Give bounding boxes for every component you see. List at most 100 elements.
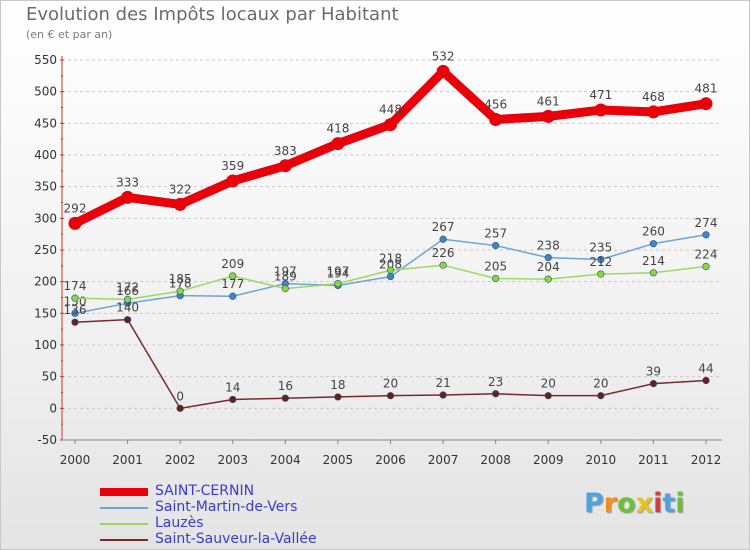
data-label: 383 — [274, 144, 297, 158]
chart-title: Evolution des Impôts locaux par Habitant — [26, 4, 399, 25]
data-point — [176, 404, 184, 412]
data-label: 471 — [589, 88, 612, 102]
x-tick-label: 2004 — [270, 453, 301, 467]
data-label: 177 — [221, 277, 244, 291]
legend-label: Saint-Martin-de-Vers — [155, 499, 298, 515]
data-label: 235 — [589, 241, 612, 255]
legend-label: Saint-Sauveur-la-Vallée — [155, 531, 317, 547]
data-point — [544, 392, 552, 400]
x-tick-label: 2002 — [165, 453, 196, 467]
data-label: 238 — [537, 239, 560, 253]
data-point — [439, 261, 447, 269]
x-tick-label: 2007 — [428, 453, 459, 467]
data-point — [544, 254, 552, 262]
data-label: 136 — [64, 303, 87, 317]
data-label: 532 — [432, 49, 455, 63]
x-tick-label: 2006 — [375, 453, 406, 467]
y-tick-label: 50 — [42, 370, 57, 384]
legend-swatch — [100, 523, 148, 525]
data-point — [544, 275, 552, 283]
data-label: 212 — [589, 255, 612, 269]
data-label: 39 — [646, 365, 661, 379]
x-tick-label: 2008 — [480, 453, 511, 467]
data-label: 44 — [698, 361, 713, 375]
y-tick-label: 300 — [34, 211, 57, 225]
data-label: 18 — [330, 378, 345, 392]
data-label: 218 — [379, 251, 402, 265]
data-label: 208 — [379, 258, 402, 272]
legend-swatch — [100, 507, 148, 509]
data-point — [334, 279, 342, 288]
data-label: 418 — [326, 122, 349, 136]
data-label: 21 — [435, 376, 450, 390]
data-label: 197 — [326, 265, 349, 279]
data-label: 274 — [695, 216, 718, 230]
data-label: 226 — [432, 246, 455, 260]
data-point — [281, 285, 289, 293]
data-label: 267 — [432, 220, 455, 234]
x-tick-label: 2012 — [691, 453, 722, 467]
data-point — [594, 103, 608, 117]
y-tick-label: 0 — [49, 401, 57, 415]
data-point — [71, 318, 79, 326]
x-tick-label: 2009 — [533, 453, 564, 467]
data-point — [173, 197, 187, 211]
data-point — [71, 309, 79, 317]
data-point — [386, 392, 395, 400]
data-point — [334, 393, 342, 401]
legend-swatch — [100, 539, 148, 541]
logo-letter: i — [675, 488, 685, 519]
data-point — [541, 109, 555, 123]
data-point — [489, 113, 503, 127]
proxiti-logo: Proxiti — [584, 488, 685, 519]
data-point — [439, 235, 447, 243]
data-point — [278, 159, 292, 173]
data-point — [123, 295, 132, 304]
data-label: 260 — [642, 225, 665, 239]
data-point — [123, 316, 132, 324]
data-label: 468 — [642, 90, 665, 104]
logo-letter: x — [635, 488, 654, 519]
data-label: 178 — [169, 277, 192, 291]
data-point — [439, 391, 447, 399]
data-point — [281, 394, 289, 402]
data-point — [229, 292, 237, 300]
y-tick-label: 350 — [34, 180, 57, 194]
data-label: 172 — [116, 280, 139, 294]
logo-letter: t — [662, 488, 676, 519]
data-point — [702, 376, 710, 385]
x-tick-label: 2005 — [323, 453, 354, 467]
data-label: 20 — [383, 377, 398, 391]
data-point — [71, 294, 79, 302]
data-point — [229, 395, 237, 404]
data-label: 461 — [537, 94, 560, 108]
data-label: 194 — [326, 266, 349, 280]
data-label: 0 — [176, 389, 184, 403]
y-tick-label: -50 — [37, 433, 57, 447]
x-tick-label: 2011 — [638, 453, 669, 467]
data-point — [436, 64, 450, 78]
y-tick-label: 150 — [34, 306, 57, 320]
y-tick-label: 200 — [34, 275, 57, 289]
data-point — [597, 270, 605, 278]
x-tick-label: 2010 — [586, 453, 617, 467]
data-label: 20 — [541, 377, 556, 391]
data-label: 214 — [642, 254, 665, 268]
data-label: 205 — [484, 260, 507, 274]
data-point — [386, 273, 395, 281]
legend-swatch — [100, 488, 148, 496]
legend-label: Lauzès — [155, 515, 204, 531]
legend-label: SAINT-CERNIN — [155, 483, 255, 499]
data-point — [492, 274, 500, 283]
logo-letter: i — [653, 488, 663, 519]
data-point — [649, 380, 658, 388]
data-label: 174 — [64, 279, 87, 293]
data-point — [597, 392, 605, 400]
data-label: 224 — [695, 247, 718, 261]
data-point — [492, 241, 500, 250]
data-point — [121, 190, 135, 204]
data-label: 456 — [484, 98, 507, 112]
data-label: 333 — [116, 175, 139, 189]
data-point — [386, 266, 395, 274]
y-tick-label: 500 — [34, 85, 57, 99]
